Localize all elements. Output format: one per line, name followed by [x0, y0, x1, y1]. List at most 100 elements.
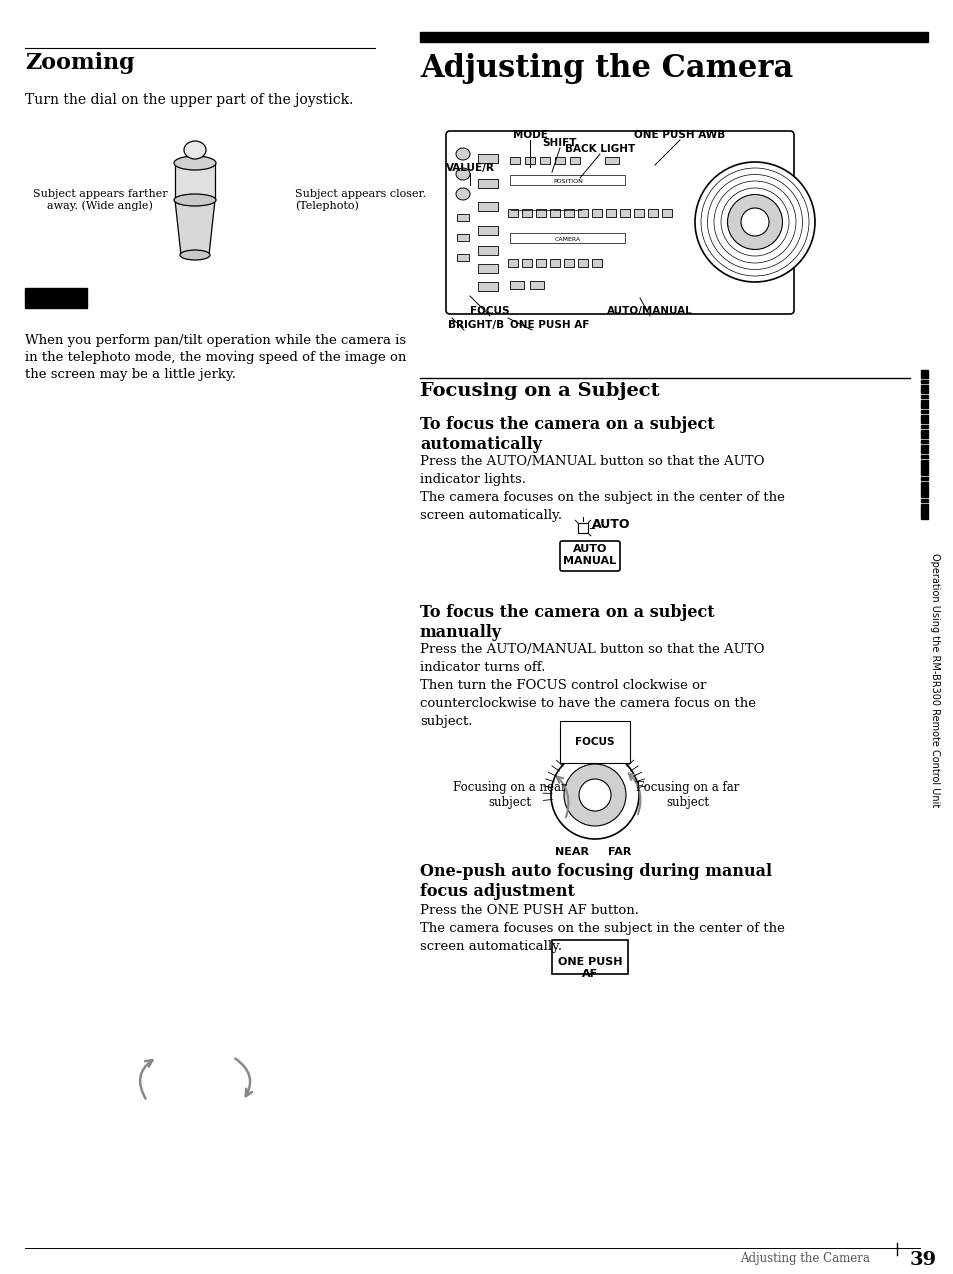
Bar	[550, 259, 559, 268]
Bar	[920, 426, 927, 428]
Polygon shape	[174, 163, 214, 200]
Bar	[507, 209, 517, 217]
Bar	[477, 203, 497, 211]
FancyArrowPatch shape	[235, 1059, 252, 1096]
Text: Focusing on a far
subject: Focusing on a far subject	[636, 781, 739, 809]
Text: To focus the camera on a subject
automatically: To focus the camera on a subject automat…	[419, 417, 714, 452]
Text: AUTO
MANUAL: AUTO MANUAL	[563, 544, 616, 566]
Text: Operation Using the RM-BR300 Remote Control Unit: Operation Using the RM-BR300 Remote Cont…	[929, 553, 939, 808]
Bar	[605, 209, 616, 217]
Bar	[550, 209, 559, 217]
Text: MODE: MODE	[512, 130, 547, 140]
Bar	[477, 264, 497, 273]
Bar	[510, 282, 523, 289]
Bar	[920, 415, 927, 423]
Text: Subject appears closer.
(Telephoto): Subject appears closer. (Telephoto)	[294, 189, 426, 211]
Bar	[661, 209, 671, 217]
Text: CAMERA: CAMERA	[555, 237, 580, 242]
Bar	[920, 431, 927, 438]
Text: Press the AUTO/MANUAL button so that the AUTO
indicator turns off.
Then turn the: Press the AUTO/MANUAL button so that the…	[419, 643, 763, 727]
Bar	[510, 157, 519, 164]
Bar	[507, 259, 517, 268]
Polygon shape	[174, 200, 214, 255]
Bar	[920, 410, 927, 413]
Text: To focus the camera on a subject
manually: To focus the camera on a subject manuall…	[419, 604, 714, 641]
Text: Adjusting the Camera: Adjusting the Camera	[419, 54, 792, 84]
Text: Zooming: Zooming	[25, 52, 134, 74]
Bar	[920, 380, 927, 383]
Bar	[419, 32, 927, 42]
Ellipse shape	[578, 778, 610, 812]
Text: SHIFT: SHIFT	[542, 138, 577, 148]
Text: Adjusting the Camera: Adjusting the Camera	[740, 1252, 869, 1265]
Bar	[524, 157, 535, 164]
Text: BACK LIGHT: BACK LIGHT	[564, 144, 635, 154]
Ellipse shape	[456, 148, 470, 161]
Bar	[578, 259, 587, 268]
Text: ONE PUSH AWB: ONE PUSH AWB	[634, 130, 725, 140]
Ellipse shape	[727, 195, 781, 250]
Text: Focusing on a near
subject: Focusing on a near subject	[453, 781, 566, 809]
Bar	[563, 209, 574, 217]
Bar	[920, 505, 927, 519]
Bar	[619, 209, 629, 217]
Bar	[530, 282, 543, 289]
Text: AUTO: AUTO	[592, 519, 630, 531]
Bar	[578, 209, 587, 217]
Text: ONE PUSH AF: ONE PUSH AF	[510, 320, 589, 330]
Ellipse shape	[456, 168, 470, 180]
Bar	[920, 482, 927, 497]
Text: ─────────────────: ─────────────────	[510, 208, 581, 214]
Bar	[456, 254, 469, 261]
Bar	[634, 209, 643, 217]
Bar	[647, 209, 658, 217]
Bar	[920, 499, 927, 502]
Bar	[920, 460, 927, 475]
Text: NEAR: NEAR	[555, 847, 588, 857]
Bar	[920, 440, 927, 443]
Text: 39: 39	[909, 1251, 936, 1269]
Bar	[25, 288, 87, 308]
Text: Press the AUTO/MANUAL button so that the AUTO
indicator lights.
The camera focus: Press the AUTO/MANUAL button so that the…	[419, 455, 784, 522]
Text: When you perform pan/tilt operation while the camera is
in the telephoto mode, t: When you perform pan/tilt operation whil…	[25, 334, 406, 381]
Bar	[536, 259, 545, 268]
Ellipse shape	[173, 155, 215, 169]
Bar	[477, 154, 497, 163]
Text: Focusing on a Subject: Focusing on a Subject	[419, 382, 659, 400]
Text: Note: Note	[39, 310, 72, 324]
FancyArrowPatch shape	[557, 776, 568, 818]
Ellipse shape	[551, 750, 639, 840]
Bar	[920, 455, 927, 457]
Bar	[536, 209, 545, 217]
Ellipse shape	[180, 250, 210, 260]
FancyBboxPatch shape	[552, 940, 627, 975]
Text: FOCUS: FOCUS	[575, 736, 614, 747]
Text: Turn the dial on the upper part of the joystick.: Turn the dial on the upper part of the j…	[25, 93, 353, 107]
Ellipse shape	[563, 764, 625, 826]
Bar	[456, 214, 469, 220]
Bar	[578, 524, 587, 533]
FancyArrowPatch shape	[140, 1060, 152, 1098]
Ellipse shape	[695, 162, 814, 282]
Bar	[592, 259, 601, 268]
Text: ONE PUSH
AF: ONE PUSH AF	[558, 957, 621, 980]
Bar	[477, 246, 497, 255]
Ellipse shape	[184, 141, 206, 159]
Text: BRIGHT/B: BRIGHT/B	[448, 320, 503, 330]
Bar	[563, 259, 574, 268]
Text: Subject appears farther
away. (Wide angle): Subject appears farther away. (Wide angl…	[32, 189, 167, 211]
Bar	[539, 157, 550, 164]
Bar	[477, 180, 497, 189]
FancyArrowPatch shape	[628, 773, 639, 814]
Bar	[920, 476, 927, 480]
Bar	[510, 175, 624, 185]
Bar	[521, 209, 532, 217]
Bar	[920, 395, 927, 397]
Ellipse shape	[456, 189, 470, 200]
Bar	[477, 225, 497, 234]
Ellipse shape	[740, 208, 768, 236]
Text: One-push auto focusing during manual
focus adjustment: One-push auto focusing during manual foc…	[419, 862, 771, 899]
Bar	[521, 259, 532, 268]
Bar	[555, 157, 564, 164]
Bar	[920, 369, 927, 378]
